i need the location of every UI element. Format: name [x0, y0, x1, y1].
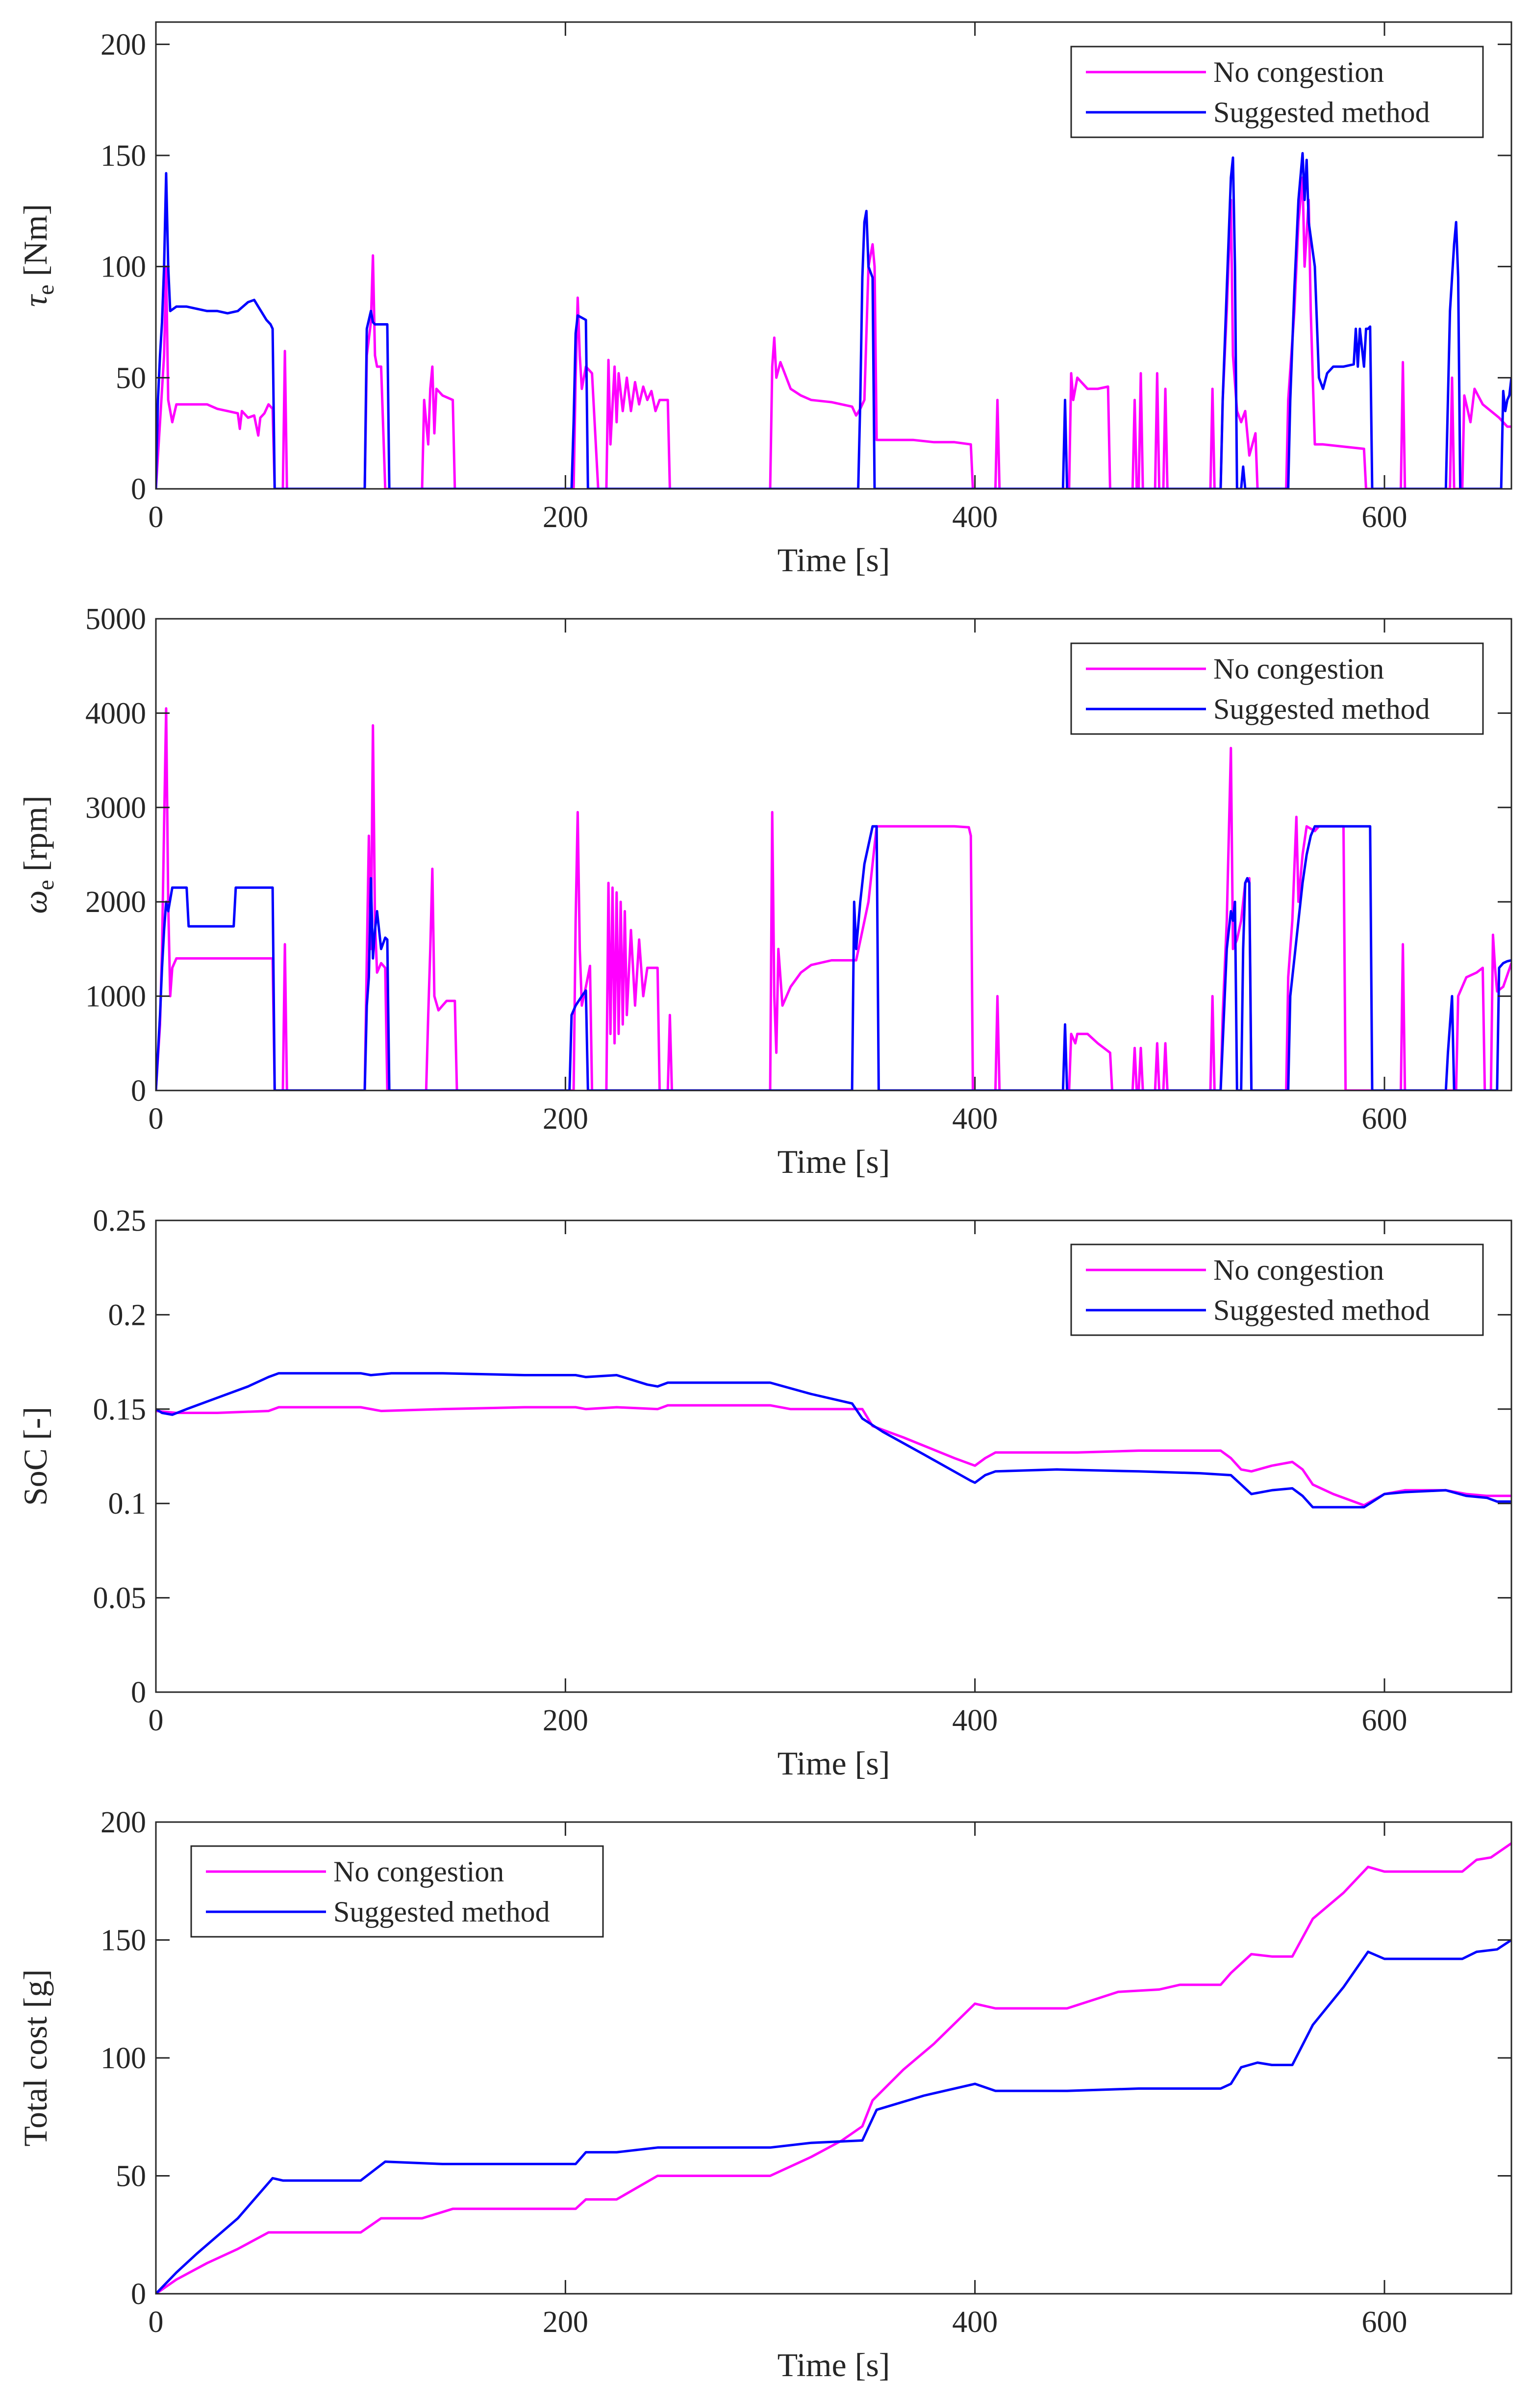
y-tick-label: 3000: [85, 791, 146, 825]
x-tick-label: 0: [149, 1704, 164, 1737]
y-tick-label: 0: [131, 2278, 146, 2311]
y-tick-label: 200: [100, 1806, 146, 1839]
y-axis-label: SoC [-]: [17, 1407, 54, 1506]
x-tick-label: 600: [1362, 1704, 1407, 1737]
x-axis-label: Time [s]: [778, 1745, 890, 1782]
y-tick-label: 0.15: [93, 1393, 147, 1426]
y-tick-label: 150: [100, 139, 146, 173]
legend-label: No congestion: [1213, 56, 1384, 88]
x-tick-label: 400: [952, 1704, 998, 1737]
y-tick-label: 50: [116, 361, 146, 395]
y-tick-label: 100: [100, 251, 146, 284]
y-tick-label: 1000: [85, 980, 146, 1014]
x-tick-label: 200: [543, 2306, 588, 2339]
x-tick-label: 600: [1362, 501, 1407, 534]
legend-label: Suggested method: [333, 1896, 550, 1928]
plot-area-border: [155, 1219, 1512, 1693]
legend-box: [1070, 1243, 1484, 1336]
x-tick-label: 200: [543, 501, 588, 534]
x-tick-label: 400: [952, 1102, 998, 1136]
y-tick-label: 150: [100, 1924, 146, 1957]
legend: No congestion Suggested method: [1070, 46, 1484, 138]
plot-area-border: [155, 21, 1512, 490]
legend-label: No congestion: [1213, 1254, 1384, 1286]
x-tick-label: 600: [1362, 1102, 1407, 1136]
chart-panel-2: 0 200 400 600 0 1000 2000 3000 4000 5000 Time [s] ω…: [17, 603, 1512, 1180]
y-axis-label: τe [Nm]: [17, 204, 59, 307]
series-line-no-congestion: [156, 707, 1511, 1090]
legend: No congestion Suggested method: [1070, 1243, 1484, 1336]
x-tick-label: 600: [1362, 2306, 1407, 2339]
legend-label: Suggested method: [1213, 96, 1430, 128]
x-axis-label: Time [s]: [778, 2346, 890, 2383]
legend-label: No congestion: [1213, 653, 1384, 685]
chart-panel-4: 0 200 400 600 0 50 100 150 200 Time [s] Total cost…: [17, 1806, 1512, 2383]
legend-box: [1070, 642, 1484, 735]
series-line-suggested-method: [156, 1939, 1511, 2294]
y-tick-label: 0.2: [108, 1298, 147, 1332]
x-tick-label: 0: [149, 2306, 164, 2339]
x-tick-label: 0: [149, 501, 164, 534]
legend-label: Suggested method: [1213, 1294, 1430, 1326]
y-tick-label: 0.1: [108, 1487, 147, 1521]
y-axis-label: ωe [rpm]: [17, 795, 59, 913]
legend: No congestion Suggested method: [190, 1845, 604, 1938]
chart-panel-3: 0 200 400 600 0 0.05 0.1 0.15 0.2 0.25 Time [s] SoC…: [17, 1204, 1512, 1782]
series-line-no-congestion: [156, 1404, 1511, 1507]
series-line-no-congestion: [156, 1842, 1511, 2294]
series-line-suggested-method: [156, 1372, 1511, 1509]
x-tick-label: 400: [952, 501, 998, 534]
y-tick-label: 2000: [85, 886, 146, 919]
plot-area-border: [155, 618, 1512, 1091]
y-tick-label: 100: [100, 2042, 146, 2075]
x-tick-label: 200: [543, 1102, 588, 1136]
y-tick-label: 0: [131, 1676, 146, 1709]
y-tick-label: 0: [131, 473, 146, 506]
y-axis-label: Total cost [g]: [17, 1969, 54, 2147]
legend-label: No congestion: [333, 1855, 504, 1888]
x-tick-label: 400: [952, 2306, 998, 2339]
x-tick-label: 200: [543, 1704, 588, 1737]
y-tick-label: 0.25: [93, 1204, 147, 1238]
y-tick-label: 200: [100, 28, 146, 61]
legend: No congestion Suggested method: [1070, 642, 1484, 735]
legend-label: Suggested method: [1213, 693, 1430, 725]
legend-box: [190, 1845, 604, 1938]
series-line-suggested-method: [156, 152, 1511, 489]
y-tick-label: 50: [116, 2160, 146, 2193]
series-line-suggested-method: [156, 825, 1511, 1090]
y-tick-label: 0: [131, 1074, 146, 1108]
y-tick-label: 5000: [85, 603, 146, 636]
y-tick-label: 4000: [85, 697, 146, 730]
y-tick-label: 0.05: [93, 1582, 147, 1615]
x-axis-label: Time [s]: [778, 541, 890, 579]
x-tick-label: 0: [149, 1102, 164, 1136]
chart-panel-1: 0 200 400 600 0 50 100 150 200 Time [s] τe [Nm] No …: [17, 21, 1512, 579]
legend-box: [1070, 46, 1484, 138]
x-axis-label: Time [s]: [778, 1143, 890, 1180]
